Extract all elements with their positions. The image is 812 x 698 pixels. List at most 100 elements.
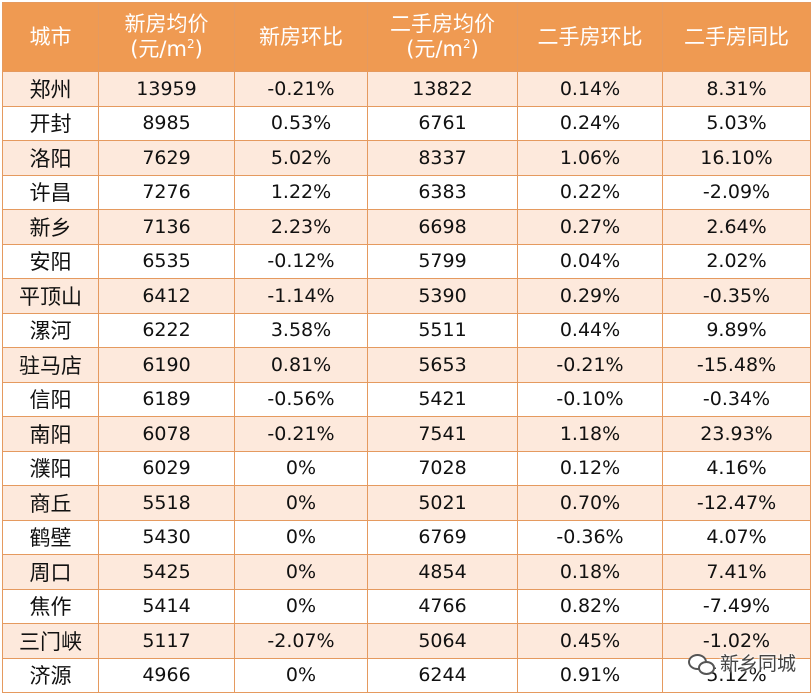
value-cell: 0%: [234, 450, 368, 486]
value-cell: 0.27%: [517, 209, 663, 245]
value-cell: 0.81%: [234, 347, 368, 383]
value-cell: 4.07%: [662, 519, 811, 555]
value-cell: 0%: [234, 657, 368, 693]
column-header: 新房均价 (元/m2): [98, 2, 235, 72]
wechat-icon: [687, 653, 715, 675]
watermark: 新乡同城: [687, 649, 796, 676]
value-cell: 7276: [98, 174, 235, 210]
value-cell: 23.93%: [662, 416, 811, 452]
value-cell: 0.12%: [517, 450, 663, 486]
value-cell: 0.45%: [517, 623, 663, 659]
table-row: 洛阳 7629 5.02% 8337 1.06% 16.10%: [2, 140, 811, 176]
value-cell: -1.02%: [662, 623, 811, 659]
column-header-label: 二手房均价: [390, 12, 495, 36]
value-cell: -0.21%: [234, 416, 368, 452]
table-row: 鹤壁 5430 0% 6769 -0.36% 4.07%: [2, 519, 811, 555]
city-cell: 信阳: [2, 381, 99, 417]
value-cell: 1.22%: [234, 174, 368, 210]
column-header-unit: (元/m2): [130, 37, 203, 61]
value-cell: -1.14%: [234, 278, 368, 314]
header-row: 城市 新房均价 (元/m2) 新房环比 二手房均价 (元/m2) 二手房环比 二手房同比: [2, 2, 811, 72]
column-header-label: 二手房环比: [537, 24, 643, 49]
value-cell: 5421: [367, 381, 518, 417]
city-cell: 洛阳: [2, 140, 99, 176]
value-cell: 5511: [367, 312, 518, 348]
value-cell: 5117: [98, 623, 235, 659]
table-row: 许昌 7276 1.22% 6383 0.22% -2.09%: [2, 174, 811, 210]
value-cell: 5.12%: [662, 657, 811, 693]
value-cell: 5021: [367, 485, 518, 521]
value-cell: 6383: [367, 174, 518, 210]
table-row: 驻马店 6190 0.81% 5653 -0.21% -15.48%: [2, 347, 811, 383]
watermark-text: 新乡同城: [719, 653, 796, 675]
table-header: 城市 新房均价 (元/m2) 新房环比 二手房均价 (元/m2) 二手房环比 二手房同比: [2, 2, 811, 72]
value-cell: 8985: [98, 105, 235, 141]
city-cell: 焦作: [2, 588, 99, 624]
value-cell: 4.16%: [662, 450, 811, 486]
value-cell: -2.07%: [234, 623, 368, 659]
value-cell: 1.18%: [517, 416, 663, 452]
value-cell: 4854: [367, 554, 518, 590]
city-cell: 鹤壁: [2, 519, 99, 555]
value-cell: 0%: [234, 588, 368, 624]
value-cell: 6190: [98, 347, 235, 383]
city-cell: 济源: [2, 657, 99, 693]
value-cell: 7028: [367, 450, 518, 486]
value-cell: 6222: [98, 312, 235, 348]
value-cell: 0.04%: [517, 243, 663, 279]
value-cell: 4766: [367, 588, 518, 624]
value-cell: 0.14%: [517, 71, 663, 107]
value-cell: 13959: [98, 71, 235, 107]
value-cell: 0.82%: [517, 588, 663, 624]
city-cell: 驻马店: [2, 347, 99, 383]
value-cell: -0.35%: [662, 278, 811, 314]
value-cell: 0.29%: [517, 278, 663, 314]
city-cell: 漯河: [2, 312, 99, 348]
city-cell: 商丘: [2, 485, 99, 521]
value-cell: 5518: [98, 485, 235, 521]
value-cell: 5064: [367, 623, 518, 659]
city-cell: 周口: [2, 554, 99, 590]
value-cell: 6698: [367, 209, 518, 245]
value-cell: 7136: [98, 209, 235, 245]
value-cell: 0%: [234, 554, 368, 590]
value-cell: 0.22%: [517, 174, 663, 210]
value-cell: 6029: [98, 450, 235, 486]
value-cell: 5414: [98, 588, 235, 624]
value-cell: 8.31%: [662, 71, 811, 107]
table-row: 新乡 7136 2.23% 6698 0.27% 2.64%: [2, 209, 811, 245]
value-cell: 5430: [98, 519, 235, 555]
value-cell: -12.47%: [662, 485, 811, 521]
value-cell: -0.56%: [234, 381, 368, 417]
city-cell: 新乡: [2, 209, 99, 245]
value-cell: -2.09%: [662, 174, 811, 210]
column-header-unit: (元/m2): [406, 37, 479, 61]
value-cell: -0.21%: [234, 71, 368, 107]
value-cell: 6412: [98, 278, 235, 314]
value-cell: 0.44%: [517, 312, 663, 348]
table-row: 郑州 13959 -0.21% 13822 0.14% 8.31%: [2, 71, 811, 107]
value-cell: 0.91%: [517, 657, 663, 693]
table-row: 商丘 5518 0% 5021 0.70% -12.47%: [2, 485, 811, 521]
column-header: 城市: [2, 2, 99, 72]
value-cell: -7.49%: [662, 588, 811, 624]
column-header: 二手房环比: [517, 2, 663, 72]
value-cell: 5425: [98, 554, 235, 590]
value-cell: 6189: [98, 381, 235, 417]
table-row: 开封 8985 0.53% 6761 0.24% 5.03%: [2, 105, 811, 141]
value-cell: 5.03%: [662, 105, 811, 141]
city-cell: 安阳: [2, 243, 99, 279]
column-header-label: 新房环比: [259, 24, 343, 49]
city-cell: 三门峡: [2, 623, 99, 659]
table-row: 濮阳 6029 0% 7028 0.12% 4.16%: [2, 450, 811, 486]
value-cell: 9.89%: [662, 312, 811, 348]
value-cell: -0.36%: [517, 519, 663, 555]
table-row: 南阳 6078 -0.21% 7541 1.18% 23.93%: [2, 416, 811, 452]
value-cell: 6078: [98, 416, 235, 452]
value-cell: 8337: [367, 140, 518, 176]
value-cell: 7629: [98, 140, 235, 176]
column-header: 二手房同比: [662, 2, 811, 72]
value-cell: 2.64%: [662, 209, 811, 245]
value-cell: 2.02%: [662, 243, 811, 279]
